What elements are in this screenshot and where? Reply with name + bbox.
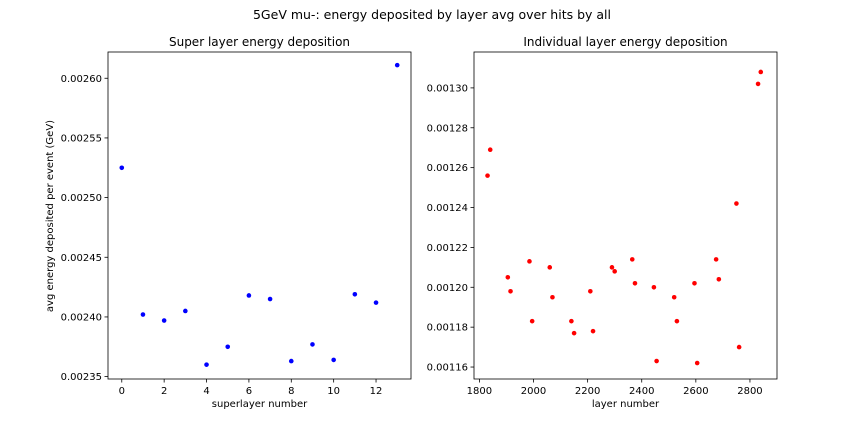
- left-ytick-label: 0.00255: [61, 133, 102, 144]
- right-data-point: [590, 328, 596, 334]
- left-data-point: [352, 291, 358, 297]
- left-data-point: [394, 62, 400, 68]
- left-xtick-label: 12: [370, 386, 383, 397]
- left-data-point: [310, 342, 315, 347]
- right-data-point: [547, 265, 553, 270]
- left-xtick-label: 4: [203, 386, 209, 397]
- right-xtick-label: 2000: [521, 386, 546, 397]
- right-data-point: [758, 69, 764, 75]
- right-ytick-label: 0.00122: [427, 243, 468, 254]
- right-ytick-label: 0.00118: [427, 323, 468, 334]
- left-xtick-label: 8: [288, 386, 294, 397]
- left-xtick-label: 0: [119, 386, 125, 397]
- left-ytick-label: 0.00240: [61, 312, 102, 323]
- left-data-point: [267, 296, 273, 302]
- right-ytick-label: 0.00128: [427, 123, 468, 134]
- right-data-point: [529, 318, 535, 324]
- right-data-point: [694, 360, 700, 366]
- right-panel-ticks: 1800 2000 2200 2400 2600 2800 0.00116 0.00118 0.…: [427, 83, 763, 397]
- right-ytick-label: 0.00116: [427, 363, 468, 374]
- right-data-point: [550, 294, 555, 300]
- right-data-point: [508, 288, 513, 294]
- left-ytick-label: 0.00260: [61, 74, 102, 85]
- right-xtick-label: 2400: [629, 386, 654, 397]
- right-data-point: [612, 269, 617, 274]
- right-data-point: [654, 358, 659, 364]
- right-ytick-label: 0.00126: [427, 163, 468, 174]
- right-data-point: [588, 288, 593, 294]
- left-panel-ticks: 0 2 4 6 8 10 12 0.00235 0.00240 0.00245 0.00250 0.0…: [61, 74, 383, 397]
- left-data-point: [373, 300, 379, 305]
- right-data-point: [485, 173, 490, 178]
- right-data-point: [609, 265, 615, 270]
- right-panel-marks: [485, 69, 764, 366]
- right-panel-xlabel: layer number: [592, 399, 660, 410]
- right-data-point: [716, 277, 722, 282]
- right-xtick-label: 1800: [467, 386, 492, 397]
- right-xtick-label: 2600: [683, 386, 708, 397]
- left-ytick-label: 0.00245: [61, 253, 102, 264]
- left-panel-title: Super layer energy deposition: [169, 35, 350, 49]
- left-data-point: [331, 357, 336, 363]
- left-data-point: [183, 308, 188, 314]
- right-panel-frame: [473, 51, 778, 380]
- right-data-point: [734, 201, 739, 206]
- left-ytick-label: 0.00250: [61, 193, 102, 204]
- left-data-point: [225, 344, 231, 350]
- right-data-point: [755, 81, 761, 87]
- left-ytick-label: 0.00235: [61, 372, 102, 383]
- right-data-point: [569, 318, 574, 324]
- right-xtick-label: 2800: [737, 386, 762, 397]
- right-data-point: [713, 257, 719, 262]
- right-data-point: [671, 294, 677, 300]
- right-data-point: [674, 318, 680, 324]
- left-xtick-label: 6: [246, 386, 252, 397]
- left-data-point: [140, 312, 146, 317]
- left-panel-xlabel: superlayer number: [212, 399, 308, 410]
- left-panel-marks: [119, 62, 400, 367]
- right-data-point: [527, 259, 532, 264]
- right-ytick-label: 0.00130: [427, 83, 468, 94]
- left-panel-ylabel: avg energy deposited per event (GeV): [45, 120, 56, 312]
- left-data-point: [161, 318, 167, 323]
- right-data-point: [651, 284, 657, 290]
- left-xtick-label: 2: [161, 386, 167, 397]
- right-data-point: [487, 147, 493, 153]
- right-ytick-label: 0.00120: [427, 283, 468, 294]
- left-panel-frame: [107, 51, 412, 380]
- right-data-point: [736, 344, 742, 350]
- figure-suptitle: 5GeV mu-: energy deposited by layer avg …: [253, 7, 611, 22]
- left-xtick-label: 10: [327, 386, 340, 397]
- right-panel-title: Individual layer energy deposition: [523, 35, 727, 49]
- right-data-point: [692, 280, 697, 286]
- right-data-point: [632, 280, 638, 286]
- left-data-point: [288, 358, 294, 364]
- right-xtick-label: 2200: [575, 386, 600, 397]
- right-data-point: [505, 275, 511, 280]
- right-ytick-label: 0.00124: [427, 203, 468, 214]
- left-panel: Super layer energy deposition superlayer…: [45, 35, 412, 410]
- right-data-point: [629, 257, 635, 262]
- left-data-point: [119, 165, 125, 171]
- right-panel: Individual layer energy deposition layer…: [427, 35, 778, 410]
- right-data-point: [571, 330, 577, 336]
- left-data-point: [246, 293, 252, 298]
- left-data-point: [204, 362, 209, 367]
